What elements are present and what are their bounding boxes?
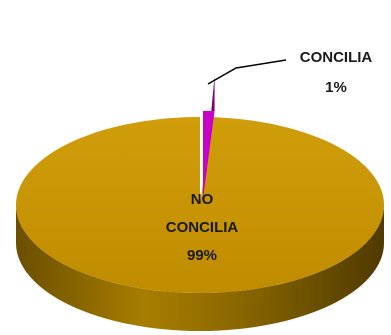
slice-no-concilia-side — [16, 205, 384, 331]
no-concilia-percent-label: 99% — [187, 247, 217, 264]
concilia-percent-label: 1% — [325, 79, 347, 96]
concilia-leader-line — [207, 59, 287, 85]
slice-no-concilia-top — [15, 117, 385, 293]
no-concilia-label-line1: NO — [191, 191, 214, 208]
slice-concilia-top — [203, 111, 215, 199]
slice-concilia — [203, 76, 215, 199]
slice-no-concilia — [15, 117, 385, 331]
no-concilia-label-line2: CONCILIA — [166, 219, 239, 236]
concilia-label: CONCILIA — [300, 49, 373, 66]
